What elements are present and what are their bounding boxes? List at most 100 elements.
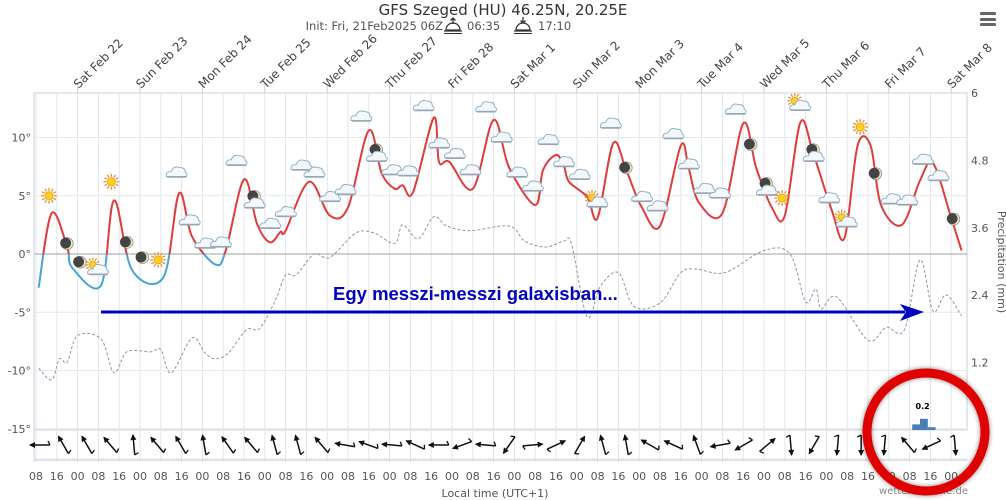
wind-arrow-head: [103, 436, 110, 444]
cloud-icon: [412, 100, 435, 112]
day-label: Sat Feb 22: [71, 36, 126, 91]
sun-ray: [862, 119, 865, 123]
cloud-icon: [755, 184, 778, 196]
x-tick-label: 08: [91, 470, 105, 483]
sun-ray: [777, 190, 781, 195]
y-tick-label-left: -15°: [8, 423, 31, 436]
sun-ray: [834, 218, 839, 222]
sun-weather-icon: [852, 119, 869, 136]
cloud-icon: [662, 128, 685, 140]
cloud-icon: [553, 155, 576, 168]
day-label: Wed Feb 26: [320, 32, 380, 92]
x-tick-label: 08: [778, 470, 792, 483]
x-tick-label: 08: [216, 470, 230, 483]
wind-arrow-barb: [949, 434, 955, 438]
wind-arrow: [692, 434, 704, 455]
wind-arrow-head: [579, 435, 586, 443]
moon-weather-icon: [135, 251, 149, 264]
x-tick-label: 00: [133, 470, 147, 483]
cloud-icon: [506, 166, 529, 178]
sun-ray: [855, 119, 859, 123]
cloud-icon: [365, 150, 388, 163]
cloud-shape: [693, 182, 716, 194]
cloud-weather-icon: [490, 131, 513, 143]
x-tick-label: 16: [799, 470, 813, 483]
x-tick-label: 00: [258, 470, 272, 483]
wind-arrow-barb: [727, 439, 731, 444]
wind-arrow-head: [130, 434, 137, 441]
sunset-icon: [514, 17, 532, 34]
cloud-weather-icon: [724, 103, 747, 115]
x-tick-label: 00: [383, 470, 397, 483]
wind-arrow: [130, 434, 139, 456]
wind-arrow-barb: [327, 448, 331, 453]
grid: [33, 92, 968, 462]
cloud-weather-icon: [412, 100, 435, 112]
wind-arrow: [244, 436, 260, 454]
cloud-weather-icon: [662, 128, 685, 140]
sun-disc: [153, 255, 163, 265]
day-label: Mon Feb 24: [196, 32, 255, 91]
sun-icon: [150, 251, 167, 268]
cloud-shape: [490, 131, 513, 142]
wind-arrow-barb: [785, 434, 791, 438]
cloud-icon: [724, 103, 747, 115]
sun-ray: [41, 197, 45, 201]
hamburger-menu-icon[interactable]: [980, 12, 996, 26]
weather-icons: [41, 93, 961, 276]
x-tick-label: 16: [674, 470, 688, 483]
cloud-weather-icon: [568, 168, 591, 181]
wind-arrow-barb: [913, 448, 917, 453]
wind-arrow: [293, 434, 305, 456]
wind-arrow-head: [451, 443, 459, 450]
cloud-icon: [209, 236, 232, 248]
wind-arrow-head: [598, 434, 605, 441]
sun-ray: [862, 131, 865, 135]
wind-arrow: [921, 437, 942, 450]
sun-ray: [855, 131, 859, 135]
y-tick-label-right: 3.6: [971, 222, 989, 235]
sun-icon: [103, 173, 120, 190]
sun-ray: [50, 188, 54, 192]
sun-ray: [864, 128, 868, 132]
cloud-icon: [243, 197, 266, 209]
wind-arrow-barb: [205, 451, 210, 456]
wind-arrow: [314, 436, 331, 454]
cloud-shape: [818, 192, 841, 203]
wind-arrow: [856, 434, 865, 456]
sun-weather-icon: [150, 251, 167, 268]
cloud-shape: [646, 200, 669, 211]
y-axis-right-title: Precipitation (mm): [995, 211, 1006, 313]
cloud-icon: [789, 99, 812, 111]
sun-ray: [796, 93, 800, 98]
y-tick-label-left: 5°: [19, 190, 32, 203]
y-tick-label-left: -10°: [8, 365, 31, 378]
cloud-weather-icon: [599, 117, 622, 129]
wind-arrow-head: [788, 449, 795, 456]
cloud-shape: [209, 236, 232, 247]
day-label: Wed Mar 5: [757, 36, 812, 91]
cloud-shape: [537, 133, 560, 145]
x-tick-label: 16: [362, 470, 376, 483]
wind-arrow: [270, 434, 281, 456]
x-tick-label: 08: [29, 470, 43, 483]
wind-arrow-barb: [605, 451, 610, 456]
x-tick-label: 08: [653, 470, 667, 483]
wind-arrow-barb: [856, 434, 862, 438]
sun-ray: [585, 199, 589, 202]
day-label: Sat Mar 1: [508, 40, 559, 91]
x-tick-label: 16: [611, 470, 625, 483]
y-tick-label-left: -5°: [15, 306, 31, 319]
x-tick-label: 08: [715, 470, 729, 483]
wind-arrow-head: [221, 435, 228, 443]
sun-ray: [790, 93, 794, 98]
wind-arrow-barb: [834, 434, 839, 438]
sun-ray: [53, 197, 57, 201]
cloud-shape: [290, 159, 313, 170]
wind-arrow-barb: [759, 450, 765, 454]
sun-ray: [150, 261, 155, 265]
cloud-icon: [537, 133, 560, 146]
sun-ray: [774, 200, 779, 203]
wind-arrow-head: [150, 436, 157, 444]
